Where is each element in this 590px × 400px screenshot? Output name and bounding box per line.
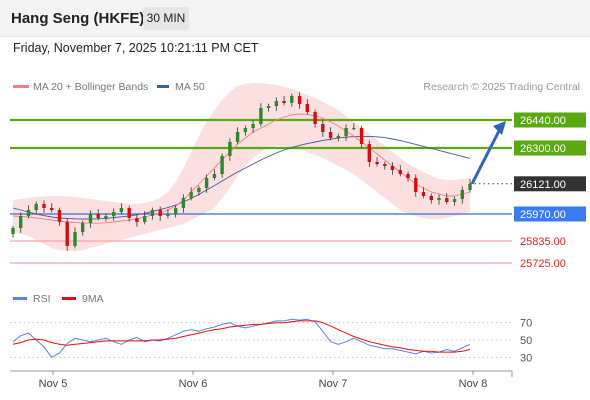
candle-36 xyxy=(290,96,294,103)
candle-26 xyxy=(212,174,217,178)
copyright-credit: Research © 2025 Trading Central xyxy=(423,81,580,93)
candle-15 xyxy=(127,208,131,218)
rsi-ma-line xyxy=(12,320,471,353)
candle-6 xyxy=(57,210,62,222)
x-tick-label-1: Nov 6 xyxy=(179,378,208,390)
candle-28 xyxy=(228,142,232,156)
candle-42 xyxy=(336,136,340,138)
legend-ma50-label: MA 50 xyxy=(175,81,205,93)
candle-29 xyxy=(235,132,240,142)
rsi-line xyxy=(12,318,471,358)
candle-50 xyxy=(398,170,402,174)
candle-31 xyxy=(251,124,255,128)
candle-3 xyxy=(34,204,38,210)
level-label-0-bg xyxy=(514,112,586,128)
legend-rsi-label: RSI xyxy=(33,293,51,305)
x-tick-label-3: Nov 8 xyxy=(459,378,488,390)
candle-56 xyxy=(445,198,449,202)
candle-57 xyxy=(452,199,457,202)
candle-9 xyxy=(81,223,85,232)
candle-41 xyxy=(328,132,333,138)
candle-21 xyxy=(174,208,178,214)
rsi-tick-1: 50 xyxy=(520,335,532,347)
instrument-title: Hang Seng (HKFE) xyxy=(11,10,145,27)
candle-44 xyxy=(352,128,356,129)
candle-10 xyxy=(88,214,93,223)
level-label-0: 26440.00 xyxy=(520,115,566,127)
timeframe-badge[interactable]: 30 MIN xyxy=(143,7,189,30)
candle-18 xyxy=(150,210,155,216)
rsi-plot: 70 50 30 xyxy=(10,318,532,364)
candle-38 xyxy=(305,104,309,112)
x-tick-label-0: Nov 5 xyxy=(39,378,68,390)
candle-5 xyxy=(50,208,54,210)
candle-17 xyxy=(143,216,147,222)
level-label-2: 26121.00 xyxy=(520,179,566,191)
candle-25 xyxy=(204,178,209,188)
candle-7 xyxy=(65,222,69,246)
candle-40 xyxy=(321,124,325,132)
level-label-2-bg xyxy=(514,176,586,192)
candle-13 xyxy=(112,212,116,216)
x-axis: Nov 5 Nov 6 Nov 7 Nov 8 xyxy=(39,371,488,390)
candle-34 xyxy=(274,101,279,106)
candle-33 xyxy=(266,106,271,108)
level-label-4: 25835.00 xyxy=(520,236,566,248)
candle-39 xyxy=(313,112,317,124)
candle-12 xyxy=(104,216,108,218)
candle-43 xyxy=(344,128,348,136)
candle-45 xyxy=(359,128,364,144)
rsi-tick-0: 70 xyxy=(520,318,532,330)
legend-ma50-swatch xyxy=(157,85,169,88)
projection-arrow-head xyxy=(493,121,506,135)
legend-rsi-swatch xyxy=(13,297,27,300)
candle-30 xyxy=(243,128,248,132)
candle-58 xyxy=(460,190,464,199)
bollinger-band xyxy=(13,83,470,251)
candle-4 xyxy=(42,204,46,208)
candle-54 xyxy=(429,196,433,200)
candle-20 xyxy=(166,214,170,216)
candle-14 xyxy=(119,208,124,212)
candle-2 xyxy=(26,210,31,216)
legend-ma20-label: MA 20 + Bollinger Bands xyxy=(33,81,148,93)
candle-47 xyxy=(375,162,379,164)
candle-48 xyxy=(383,164,387,166)
candle-19 xyxy=(158,210,162,216)
candle-37 xyxy=(297,96,302,104)
legend-9ma-label: 9MA xyxy=(82,293,104,305)
legend-9ma-swatch xyxy=(62,297,76,300)
candle-27 xyxy=(220,156,224,174)
chart-datetime: Friday, November 7, 2025 10:21:11 PM CET xyxy=(13,41,259,55)
candle-32 xyxy=(259,108,263,124)
legend-ma20-swatch xyxy=(13,85,29,88)
candle-8 xyxy=(73,232,77,246)
candle-16 xyxy=(135,218,139,222)
level-label-3: 25970.00 xyxy=(520,209,566,221)
candle-59 xyxy=(468,183,472,190)
candle-22 xyxy=(181,198,186,208)
candle-1 xyxy=(19,216,23,228)
candle-23 xyxy=(189,192,193,198)
level-label-5: 25725.00 xyxy=(520,258,566,270)
candle-55 xyxy=(437,198,441,200)
candle-11 xyxy=(96,214,100,218)
rsi-tick-2: 30 xyxy=(520,352,532,364)
candle-35 xyxy=(282,101,286,103)
candle-49 xyxy=(390,166,395,170)
candle-46 xyxy=(367,144,371,162)
candle-0 xyxy=(11,228,15,234)
candle-53 xyxy=(421,192,426,196)
x-tick-label-2: Nov 7 xyxy=(319,378,348,390)
candle-52 xyxy=(414,178,418,192)
level-label-1: 26300.00 xyxy=(520,143,566,155)
header: Hang Seng (HKFE) 30 MIN xyxy=(0,0,590,37)
candle-24 xyxy=(197,188,201,192)
projection-arrow xyxy=(470,128,502,185)
main-plot: 26440.00 26300.00 26121.00 25970.00 25835.00… xyxy=(10,83,586,270)
level-label-1-bg xyxy=(514,140,586,156)
level-label-3-bg xyxy=(514,206,586,222)
candle-51 xyxy=(406,174,410,178)
